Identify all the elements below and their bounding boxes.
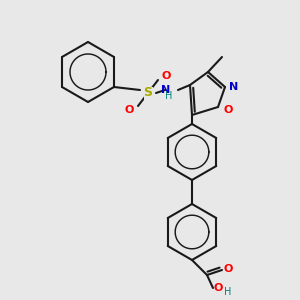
- Text: H: H: [165, 91, 173, 101]
- Text: N: N: [229, 82, 238, 92]
- Text: S: S: [143, 86, 152, 100]
- Text: O: O: [162, 71, 171, 81]
- Text: O: O: [214, 283, 224, 293]
- Text: N: N: [161, 85, 170, 95]
- Text: O: O: [223, 105, 232, 115]
- Text: H: H: [224, 287, 231, 297]
- Text: O: O: [124, 105, 134, 115]
- Text: O: O: [224, 264, 233, 274]
